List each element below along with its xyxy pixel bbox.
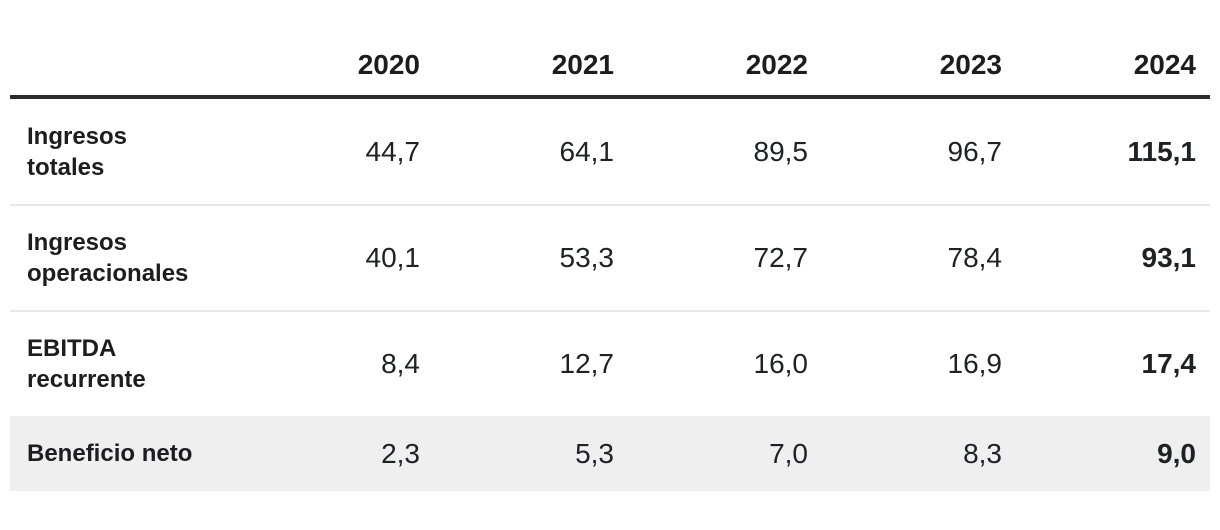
row-label: Ingresos totales bbox=[10, 97, 240, 205]
row-label-line: Ingresos bbox=[27, 122, 128, 150]
value-cell: 96,7 bbox=[947, 135, 1003, 167]
empty-corner-header bbox=[10, 28, 240, 99]
value-cell: 5,3 bbox=[575, 437, 614, 469]
value-cell: 53,3 bbox=[559, 242, 615, 273]
table-row-beneficio-neto: Beneficio neto 2,3 5,3 7,0 8,3 9,0 bbox=[10, 416, 1210, 491]
row-label-line: Ingresos bbox=[27, 229, 128, 256]
value-cell: 40,1 bbox=[365, 242, 421, 273]
financial-results-table: 2020 2021 2022 2023 2024 Ingresos totale… bbox=[10, 28, 1210, 491]
row-label: Beneficio neto bbox=[10, 416, 240, 491]
value-cell: 78,4 bbox=[947, 242, 1003, 273]
year-header-2020: 2020 bbox=[240, 28, 434, 99]
year-header-2021: 2021 bbox=[434, 28, 628, 99]
value-cell: 64,1 bbox=[559, 135, 615, 167]
row-label-line: Beneficio neto bbox=[27, 440, 193, 467]
value-cell: 115,1 bbox=[1127, 135, 1196, 167]
table-row-ebitda-recurrente: EBITDA recurrente 8,4 12,7 16,0 16,9 17,… bbox=[10, 311, 1210, 416]
value-cell: 93,1 bbox=[1141, 242, 1197, 273]
table-row-ingresos-totales: Ingresos totales 44,7 64,1 89,5 96,7 115… bbox=[10, 97, 1210, 205]
value-cell: 72,7 bbox=[753, 242, 809, 273]
year-header-2023: 2023 bbox=[822, 28, 1016, 99]
value-cell: 17,4 bbox=[1141, 348, 1197, 379]
value-cell: 2,3 bbox=[381, 437, 420, 469]
header-row: 2020 2021 2022 2023 2024 bbox=[10, 28, 1210, 99]
value-cell: 7,0 bbox=[769, 437, 808, 469]
value-cell: 16,9 bbox=[947, 348, 1003, 379]
row-label: EBITDA recurrente bbox=[10, 311, 240, 416]
value-cell: 89,5 bbox=[753, 135, 809, 167]
value-cell: 8,4 bbox=[381, 348, 420, 379]
table-row-ingresos-operacionales: Ingresos operacionales 40,1 53,3 72,7 78… bbox=[10, 205, 1210, 311]
row-label: Ingresos operacionales bbox=[10, 205, 240, 311]
value-cell: 12,7 bbox=[559, 348, 615, 379]
row-label-line: EBITDA bbox=[27, 335, 117, 362]
year-header-2024: 2024 bbox=[1016, 28, 1210, 99]
row-label-line: operacionales bbox=[27, 260, 189, 287]
year-header-2022: 2022 bbox=[628, 28, 822, 99]
row-label-line: totales bbox=[27, 153, 105, 181]
value-cell: 9,0 bbox=[1157, 437, 1196, 469]
row-label-line: recurrente bbox=[27, 366, 146, 393]
value-cell: 8,3 bbox=[963, 437, 1002, 469]
value-cell: 16,0 bbox=[753, 348, 809, 379]
value-cell: 44,7 bbox=[365, 135, 421, 167]
financial-results-table-container: 2020 2021 2022 2023 2024 Ingresos totale… bbox=[10, 28, 1210, 491]
